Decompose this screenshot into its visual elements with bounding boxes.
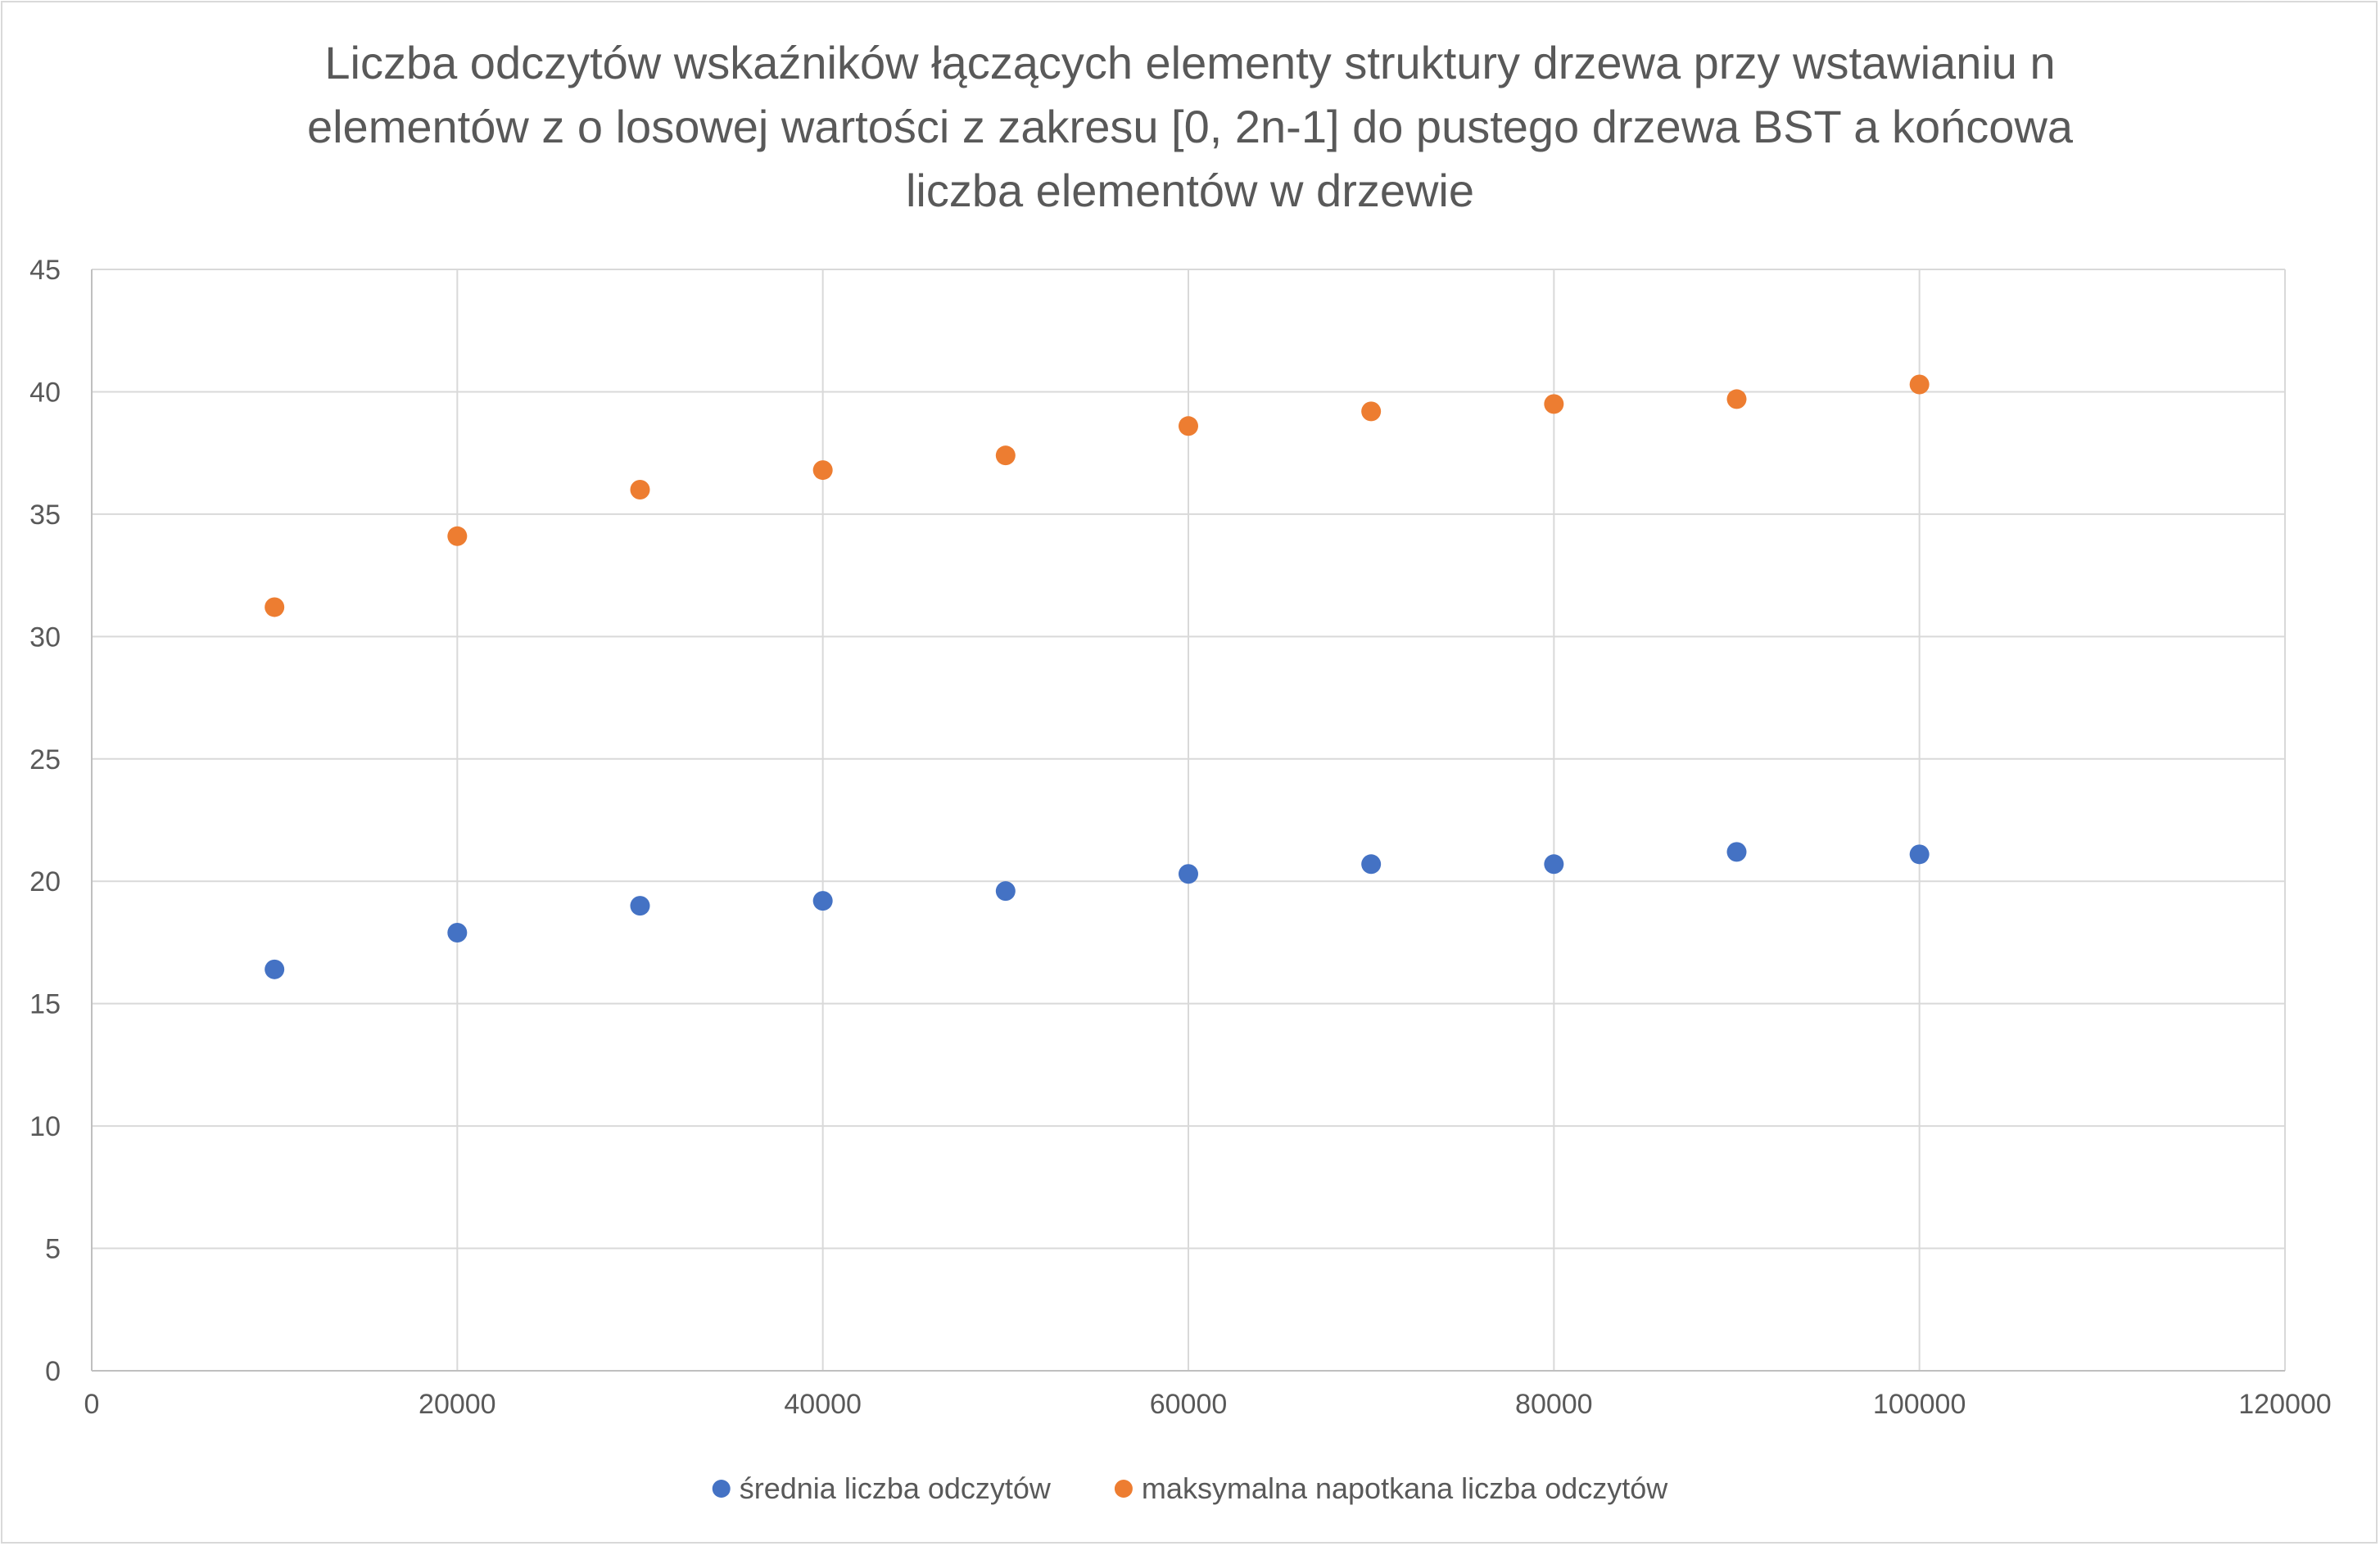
data-point [447,526,468,546]
data-point [630,480,650,500]
data-point [995,881,1016,902]
legend-marker [712,1480,731,1498]
data-point [265,597,285,617]
data-point [1544,854,1564,875]
y-tick-label: 35 [29,500,61,531]
data-point [1726,389,1747,409]
data-point [265,959,285,979]
data-point [1544,394,1564,414]
y-tick-label: 25 [29,744,61,775]
chart-title-line: liczba elementów w drzewie [905,165,1475,216]
data-point [812,891,833,911]
data-points [265,374,1930,979]
y-tick-label: 10 [29,1111,61,1142]
y-tick-label: 30 [29,622,61,653]
chart-title: Liczba odczytów wskaźników łączących ele… [164,31,2216,223]
chart-title-line: elementów z o losowej wartości z zakresu… [306,101,2074,152]
legend-item: średnia liczba odczytów [712,1471,1052,1505]
x-tick-label: 20000 [419,1389,496,1420]
y-tick-label: 0 [45,1356,61,1387]
data-point [447,922,468,943]
y-tick-label: 20 [29,866,61,897]
data-point [1909,844,1930,865]
data-point [1726,842,1747,862]
x-tick-label: 60000 [1150,1389,1228,1420]
data-point [812,460,833,481]
data-point [1361,854,1382,875]
chart-title-line: Liczba odczytów wskaźników łączących ele… [324,37,2056,88]
data-point [1179,864,1198,884]
data-point [1179,416,1198,436]
legend-label: średnia liczba odczytów [740,1471,1052,1505]
y-tick-label: 5 [45,1234,61,1265]
y-tick-label: 45 [29,255,61,286]
legend-label: maksymalna napotkana liczba odczytów [1142,1471,1668,1505]
axes [91,269,2285,1372]
legend-item: maksymalna napotkana liczba odczytów [1114,1471,1668,1505]
x-tick-label: 100000 [1873,1389,1966,1420]
legend-marker [1114,1480,1133,1498]
x-tick-label: 120000 [2238,1389,2331,1420]
gridlines [92,269,2286,1371]
x-tick-label: 40000 [784,1389,862,1420]
tick-labels: 0 5 10 15 20 25 30 35 40 45 0 20000 40000 60000 80000 1… [29,255,2332,1420]
y-tick-label: 40 [29,377,61,408]
x-tick-label: 0 [84,1389,100,1420]
legend: średnia liczba odczytów maksymalna napotk… [712,1471,1668,1505]
data-point [995,445,1016,466]
data-point [1361,401,1382,422]
y-tick-label: 15 [29,989,61,1020]
data-point [630,896,650,916]
x-tick-label: 80000 [1515,1389,1593,1420]
data-point [1909,374,1930,395]
